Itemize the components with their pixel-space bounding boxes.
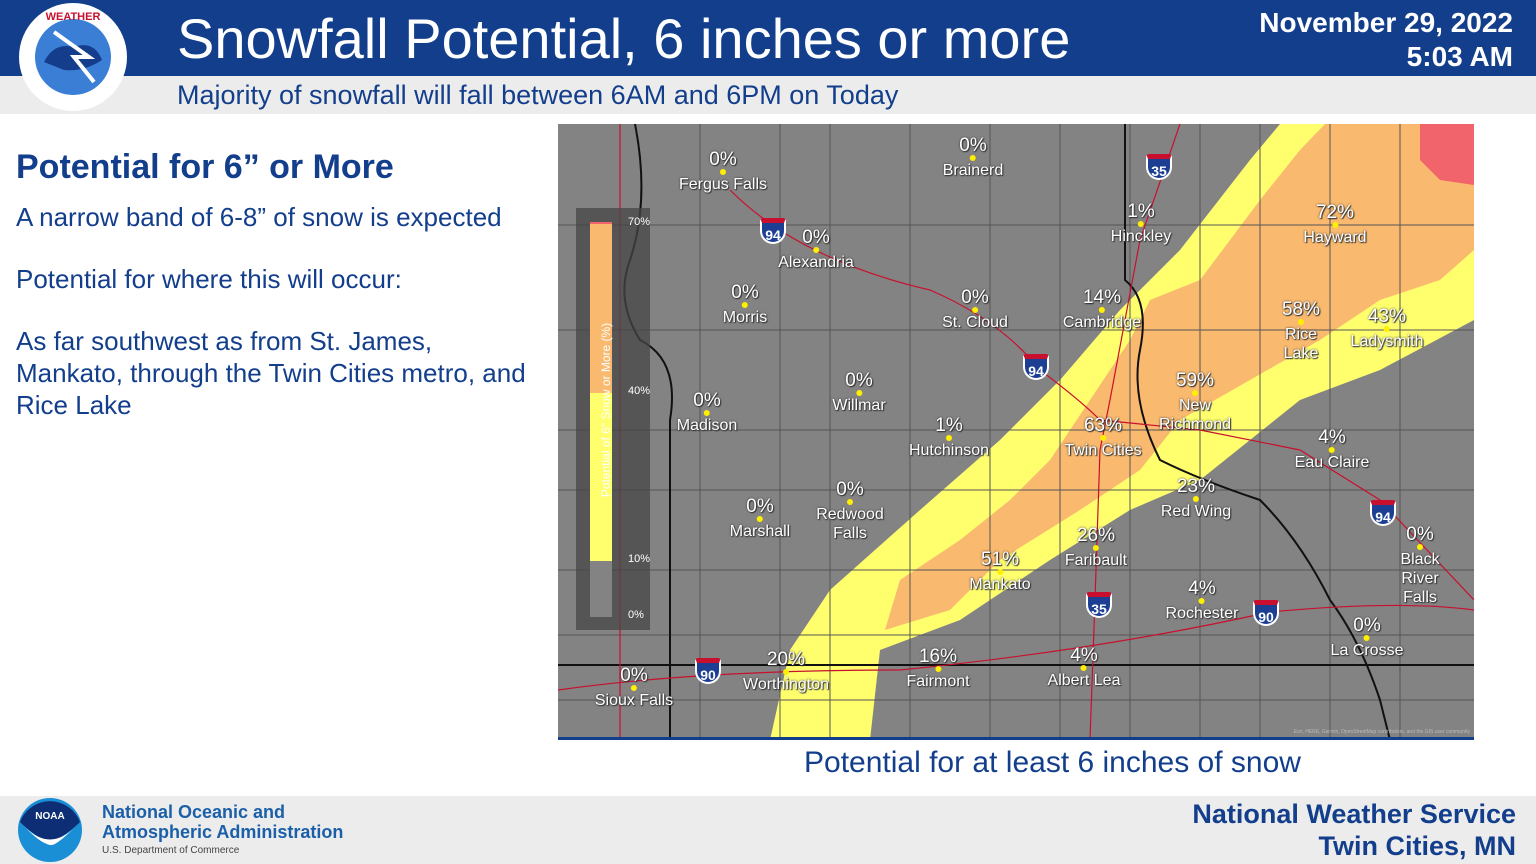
interstate-shield: 90 <box>695 658 721 684</box>
city-label: 4% Albert Lea <box>1047 645 1121 689</box>
city-label: 0% Alexandria <box>778 227 854 271</box>
legend-title: Potential of 6" Snow or More (%) <box>599 322 613 498</box>
issue-time: 5:03 AM <box>1406 41 1513 72</box>
city-label: 20% Worthington <box>743 649 829 693</box>
city-label: 0% Fergus Falls <box>678 149 768 193</box>
city-label: 0% Black River Falls <box>1400 524 1440 606</box>
noaa-logo: NOAA <box>18 798 82 862</box>
legend-tick: 70% <box>628 216 651 228</box>
issue-date: November 29, 2022 <box>1259 7 1513 38</box>
city-label: 14% Cambridge <box>1062 287 1142 331</box>
subtitle-bar <box>0 76 1536 114</box>
city-label: 63% Twin Cities <box>1064 415 1142 459</box>
interstate-shield: 35 <box>1146 154 1172 180</box>
interstate-shield: 94 <box>760 218 786 244</box>
city-label: 43% Ladysmith <box>1350 306 1424 350</box>
issue-datetime: November 29, 2022 5:03 AM <box>1259 6 1513 74</box>
nws-name: National Weather Service <box>1192 799 1516 829</box>
city-label: 0% Marshall <box>729 496 791 540</box>
city-label: 59% New Richmond <box>1158 370 1232 433</box>
city-label: 26% Faribault <box>1064 525 1128 569</box>
city-label: 4% Rochester <box>1165 578 1239 622</box>
description-panel: Potential for 6” or More A narrow band o… <box>16 148 536 451</box>
description-where-label: Potential for where this will occur: <box>16 264 402 294</box>
subtitle: Majority of snowfall will fall between 6… <box>177 80 899 110</box>
city-label: 0% Morris <box>722 282 768 326</box>
city-label: 23% Red Wing <box>1160 476 1232 520</box>
city-label: 72% Hayward <box>1303 202 1367 246</box>
city-label: 0% Redwood Falls <box>816 479 884 542</box>
city-label: 1% Hutchinson <box>908 415 990 459</box>
map-shapes <box>558 124 1474 737</box>
legend-tick: 0% <box>628 609 644 621</box>
noaa-name: National Oceanic and Atmospheric Adminis… <box>102 802 344 842</box>
svg-text:WEATHER: WEATHER <box>46 11 101 23</box>
city-label: 16% Fairmont <box>906 646 970 690</box>
noaa-department: U.S. Department of Commerce <box>102 845 240 856</box>
city-label: 58% Rice Lake <box>1281 299 1321 362</box>
city-label: 51% Mankato <box>969 549 1031 593</box>
legend-tick: 40% <box>628 385 651 397</box>
map-attribution: Esri, HERE, Garmin, OpenStreetMap contri… <box>1293 729 1470 735</box>
city-label: 1% Hinckley <box>1110 201 1172 245</box>
city-label: 0% Madison <box>676 390 738 434</box>
snowfall-map: 70% 40% 10% 0% Potential of 6" Snow or M… <box>558 124 1474 740</box>
city-label: 0% Willmar <box>832 370 886 414</box>
city-label: 0% Sioux Falls <box>594 665 674 709</box>
header-bar <box>0 0 1536 76</box>
interstate-shield: 94 <box>1023 354 1049 380</box>
description-extent: As far southwest as from St. James, Mank… <box>16 326 526 420</box>
nws-office: National Weather Service Twin Cities, MN <box>1192 798 1516 862</box>
legend-colorbar <box>590 222 612 617</box>
orange-zone <box>885 124 1474 630</box>
svg-text:NOAA: NOAA <box>35 811 64 822</box>
interstate-shield: 94 <box>1370 500 1396 526</box>
description-heading: Potential for 6” or More <box>16 148 394 186</box>
office-name: Twin Cities, MN <box>1318 831 1516 861</box>
interstate-shield: 35 <box>1086 592 1112 618</box>
nws-logo: WEATHER <box>19 3 127 111</box>
city-label: 0% St. Cloud <box>942 287 1008 331</box>
city-label: 0% Brainerd <box>942 135 1004 179</box>
red-zone <box>1420 124 1474 185</box>
city-label: 0% La Crosse <box>1330 615 1404 659</box>
legend-tick: 10% <box>628 553 651 565</box>
description-summary: A narrow band of 6-8” of snow is expecte… <box>16 202 502 232</box>
legend: 70% 40% 10% 0% Potential of 6" Snow or M… <box>576 208 650 630</box>
map-caption: Potential for at least 6 inches of snow <box>804 746 1301 779</box>
page-title: Snowfall Potential, 6 inches or more <box>177 7 1071 70</box>
interstate-shield: 90 <box>1253 600 1279 626</box>
footer-bar <box>0 796 1536 864</box>
city-label: 4% Eau Claire <box>1294 427 1370 471</box>
